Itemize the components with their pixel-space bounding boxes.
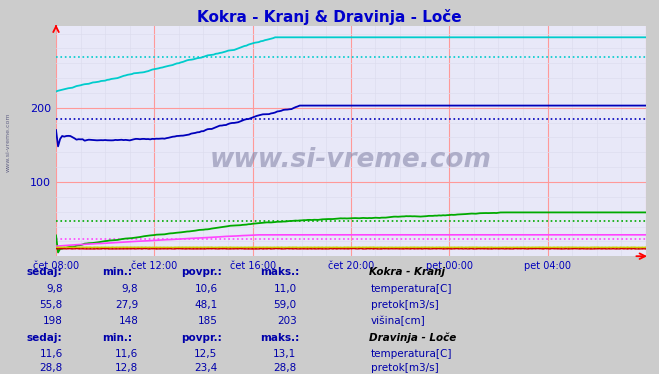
- Text: 28,8: 28,8: [40, 363, 63, 373]
- Text: www.si-vreme.com: www.si-vreme.com: [5, 112, 11, 172]
- Text: 11,6: 11,6: [115, 349, 138, 359]
- Text: Dravinja - Loče: Dravinja - Loče: [369, 333, 456, 343]
- Text: višina[cm]: višina[cm]: [371, 316, 426, 327]
- Text: 203: 203: [277, 316, 297, 326]
- Text: 198: 198: [43, 316, 63, 326]
- Text: www.si-vreme.com: www.si-vreme.com: [210, 147, 492, 172]
- Text: 185: 185: [198, 316, 217, 326]
- Text: temperatura[C]: temperatura[C]: [371, 284, 453, 294]
- Text: Kokra - Kranj: Kokra - Kranj: [369, 267, 445, 278]
- Text: 23,4: 23,4: [194, 363, 217, 373]
- Text: povpr.:: povpr.:: [181, 267, 222, 278]
- Text: sedaj:: sedaj:: [26, 333, 62, 343]
- Text: 59,0: 59,0: [273, 300, 297, 310]
- Text: pretok[m3/s]: pretok[m3/s]: [371, 363, 439, 373]
- Text: 148: 148: [119, 316, 138, 326]
- Text: Kokra - Kranj & Dravinja - Loče: Kokra - Kranj & Dravinja - Loče: [197, 9, 462, 25]
- Text: 11,6: 11,6: [40, 349, 63, 359]
- Text: maks.:: maks.:: [260, 333, 300, 343]
- Text: pretok[m3/s]: pretok[m3/s]: [371, 300, 439, 310]
- Text: 13,1: 13,1: [273, 349, 297, 359]
- Text: 9,8: 9,8: [122, 284, 138, 294]
- Text: 11,0: 11,0: [273, 284, 297, 294]
- Text: 48,1: 48,1: [194, 300, 217, 310]
- Text: 12,8: 12,8: [115, 363, 138, 373]
- Text: 27,9: 27,9: [115, 300, 138, 310]
- Text: povpr.:: povpr.:: [181, 333, 222, 343]
- Text: 9,8: 9,8: [46, 284, 63, 294]
- Text: 55,8: 55,8: [40, 300, 63, 310]
- Text: min.:: min.:: [102, 267, 132, 278]
- Text: sedaj:: sedaj:: [26, 267, 62, 278]
- Text: min.:: min.:: [102, 333, 132, 343]
- Text: maks.:: maks.:: [260, 267, 300, 278]
- Text: 10,6: 10,6: [194, 284, 217, 294]
- Text: 12,5: 12,5: [194, 349, 217, 359]
- Text: temperatura[C]: temperatura[C]: [371, 349, 453, 359]
- Text: 28,8: 28,8: [273, 363, 297, 373]
